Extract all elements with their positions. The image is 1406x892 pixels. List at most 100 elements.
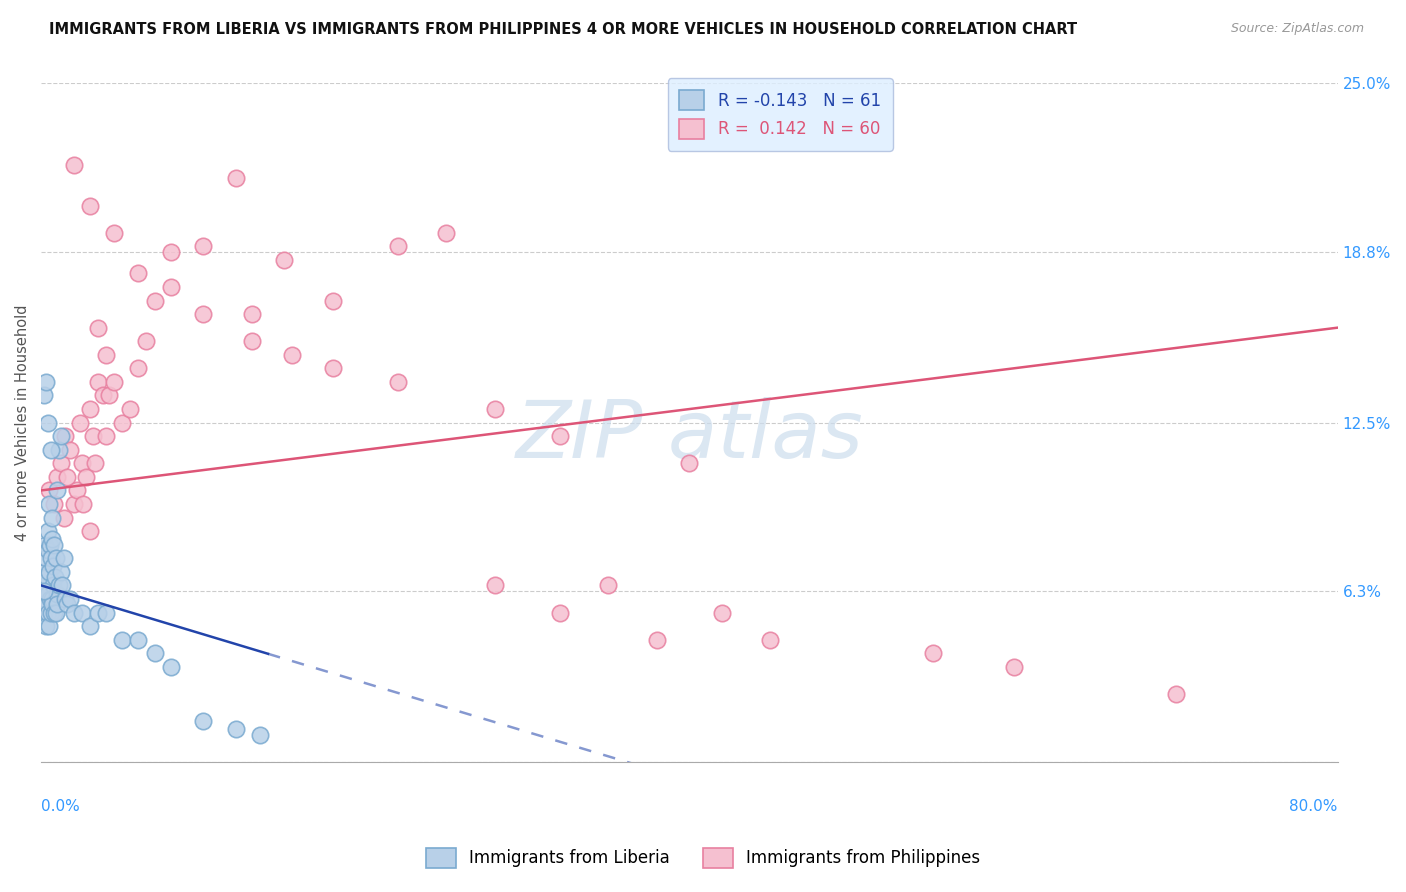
Legend: Immigrants from Liberia, Immigrants from Philippines: Immigrants from Liberia, Immigrants from… — [419, 841, 987, 875]
Point — [249, 728, 271, 742]
Point — [484, 578, 506, 592]
Point — [322, 293, 344, 308]
Point — [34, 565, 56, 579]
Point — [48, 578, 70, 592]
Point — [240, 334, 263, 349]
Point — [159, 660, 181, 674]
Point — [59, 442, 82, 457]
Point — [1002, 660, 1025, 674]
Point — [94, 606, 117, 620]
Point — [79, 619, 101, 633]
Point — [79, 198, 101, 212]
Point — [598, 578, 620, 592]
Point — [70, 606, 93, 620]
Point — [87, 320, 110, 334]
Point — [82, 429, 104, 443]
Point — [645, 632, 668, 647]
Point — [83, 456, 105, 470]
Point — [46, 483, 69, 498]
Point — [49, 429, 72, 443]
Point — [41, 533, 63, 547]
Point — [322, 361, 344, 376]
Point — [42, 606, 65, 620]
Point — [35, 570, 58, 584]
Legend: R = -0.143   N = 61, R =  0.142   N = 60: R = -0.143 N = 61, R = 0.142 N = 60 — [668, 78, 893, 151]
Point — [120, 402, 142, 417]
Point — [45, 551, 67, 566]
Text: ZIP atlas: ZIP atlas — [516, 397, 863, 475]
Point — [49, 565, 72, 579]
Point — [38, 497, 60, 511]
Point — [87, 606, 110, 620]
Point — [273, 252, 295, 267]
Point — [103, 226, 125, 240]
Point — [710, 606, 733, 620]
Point — [38, 483, 60, 498]
Point — [35, 598, 58, 612]
Text: Source: ZipAtlas.com: Source: ZipAtlas.com — [1230, 22, 1364, 36]
Point — [548, 606, 571, 620]
Point — [62, 606, 84, 620]
Point — [76, 470, 98, 484]
Point — [35, 375, 58, 389]
Point — [69, 416, 91, 430]
Text: 80.0%: 80.0% — [1289, 799, 1337, 814]
Point — [434, 226, 457, 240]
Point — [548, 429, 571, 443]
Point — [39, 606, 62, 620]
Point — [38, 565, 60, 579]
Point — [111, 416, 134, 430]
Point — [44, 570, 66, 584]
Point — [35, 619, 58, 633]
Point — [32, 583, 55, 598]
Point — [42, 559, 65, 574]
Point — [32, 583, 55, 598]
Point — [39, 592, 62, 607]
Point — [66, 483, 89, 498]
Point — [42, 578, 65, 592]
Point — [193, 714, 215, 728]
Point — [678, 456, 700, 470]
Point — [62, 497, 84, 511]
Point — [42, 538, 65, 552]
Point — [35, 551, 58, 566]
Point — [98, 388, 121, 402]
Point — [387, 239, 409, 253]
Y-axis label: 4 or more Vehicles in Household: 4 or more Vehicles in Household — [15, 304, 30, 541]
Point — [48, 442, 70, 457]
Point — [37, 606, 59, 620]
Point — [103, 375, 125, 389]
Point — [143, 646, 166, 660]
Point — [34, 388, 56, 402]
Point — [39, 551, 62, 566]
Point — [225, 723, 247, 737]
Point — [41, 592, 63, 607]
Point — [39, 442, 62, 457]
Point — [72, 497, 94, 511]
Point — [39, 538, 62, 552]
Point — [55, 429, 77, 443]
Point — [34, 538, 56, 552]
Point — [41, 598, 63, 612]
Point — [127, 361, 149, 376]
Point — [35, 578, 58, 592]
Point — [34, 592, 56, 607]
Point — [46, 470, 69, 484]
Point — [127, 266, 149, 280]
Point — [281, 348, 304, 362]
Point — [45, 606, 67, 620]
Point — [52, 551, 75, 566]
Point — [135, 334, 157, 349]
Point — [1164, 687, 1187, 701]
Point — [41, 510, 63, 524]
Point — [193, 239, 215, 253]
Point — [921, 646, 943, 660]
Point — [37, 524, 59, 538]
Point — [193, 307, 215, 321]
Point — [62, 158, 84, 172]
Point — [49, 456, 72, 470]
Point — [52, 510, 75, 524]
Point — [46, 598, 69, 612]
Point — [51, 578, 73, 592]
Point — [70, 456, 93, 470]
